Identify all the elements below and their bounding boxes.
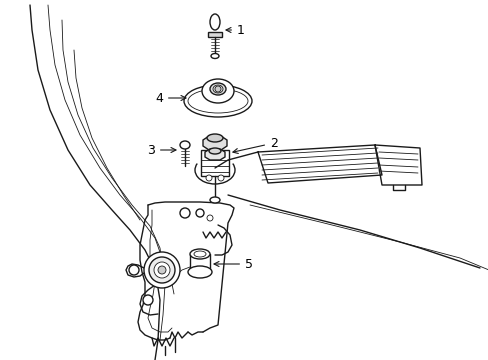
Ellipse shape	[210, 54, 219, 59]
Circle shape	[218, 175, 224, 181]
Text: 4: 4	[155, 91, 185, 104]
Ellipse shape	[206, 134, 223, 142]
Ellipse shape	[183, 85, 251, 117]
Ellipse shape	[208, 148, 221, 154]
Ellipse shape	[180, 141, 190, 149]
Text: 5: 5	[214, 257, 252, 270]
Polygon shape	[203, 136, 226, 150]
Ellipse shape	[209, 14, 220, 30]
Circle shape	[154, 262, 170, 278]
Ellipse shape	[190, 267, 209, 277]
Polygon shape	[204, 149, 224, 160]
Circle shape	[129, 265, 139, 275]
Circle shape	[215, 86, 221, 92]
Circle shape	[142, 295, 153, 305]
Circle shape	[196, 209, 203, 217]
Text: 2: 2	[232, 136, 277, 153]
Circle shape	[149, 257, 175, 283]
Circle shape	[205, 175, 212, 181]
Text: 3: 3	[147, 144, 176, 157]
Ellipse shape	[209, 83, 225, 95]
Text: 1: 1	[225, 23, 244, 36]
Ellipse shape	[202, 79, 234, 103]
Ellipse shape	[190, 249, 209, 259]
Polygon shape	[207, 32, 222, 37]
Ellipse shape	[187, 266, 212, 278]
Circle shape	[206, 215, 213, 221]
Circle shape	[143, 252, 180, 288]
Polygon shape	[201, 150, 228, 176]
Ellipse shape	[209, 197, 220, 203]
Circle shape	[158, 266, 165, 274]
Circle shape	[180, 208, 190, 218]
